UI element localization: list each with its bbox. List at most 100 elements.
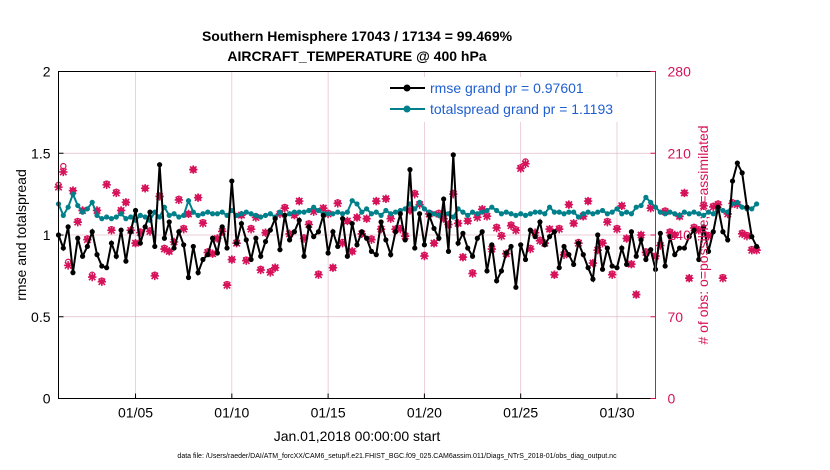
obs-possible-point bbox=[194, 194, 202, 201]
totalspread-point bbox=[70, 191, 76, 197]
obs-assimilated-point bbox=[607, 270, 617, 279]
totalspread-point bbox=[243, 209, 249, 215]
obs-assimilated-point bbox=[742, 231, 752, 241]
rmse-point bbox=[715, 204, 721, 210]
rmse-point bbox=[710, 229, 716, 235]
obs-possible-point bbox=[141, 185, 149, 192]
totalspread-point bbox=[128, 214, 134, 220]
rmse-point bbox=[518, 242, 524, 248]
obs-assimilated-point bbox=[747, 245, 756, 255]
rmse-point bbox=[397, 211, 403, 217]
obs-assimilated-point bbox=[588, 258, 598, 268]
rmse-point bbox=[325, 250, 331, 256]
rmse-point bbox=[619, 245, 625, 251]
rmse-point bbox=[696, 256, 702, 263]
totalspread-point bbox=[595, 209, 601, 215]
obs-assimilated-point bbox=[583, 196, 593, 206]
obs-assimilated-point bbox=[458, 252, 468, 262]
obs-possible-point bbox=[671, 231, 678, 239]
rmse-point bbox=[243, 237, 249, 243]
rmse-point bbox=[238, 220, 245, 227]
obs-assimilated-point bbox=[83, 235, 92, 244]
obs-assimilated-point bbox=[477, 205, 487, 214]
rmse-point bbox=[614, 265, 620, 271]
rmse-point bbox=[84, 243, 90, 250]
obs-possible-point bbox=[151, 271, 158, 278]
totalspread-point bbox=[89, 199, 95, 205]
obs-assimilated-point bbox=[641, 248, 651, 257]
obs-assimilated-point bbox=[622, 234, 631, 243]
y2-tick-label: 70 bbox=[668, 309, 684, 325]
obs-assimilated-point bbox=[174, 195, 184, 205]
obs-possible-point bbox=[556, 224, 563, 232]
rmse-point bbox=[542, 242, 548, 248]
obs-assimilated-point bbox=[545, 224, 554, 234]
totalspread-point bbox=[518, 211, 524, 217]
obs-possible-point bbox=[546, 225, 553, 233]
totalspread-point bbox=[75, 202, 81, 209]
rmse-point bbox=[248, 256, 254, 263]
totalspread-point bbox=[676, 212, 683, 218]
obs-assimilated-point bbox=[242, 256, 251, 265]
totalspread-point bbox=[84, 206, 90, 212]
rmse-point bbox=[368, 248, 375, 254]
rmse-point bbox=[388, 252, 394, 258]
totalspread-point bbox=[238, 211, 245, 217]
rmse-point bbox=[546, 234, 553, 240]
obs-assimilated-point bbox=[680, 188, 689, 198]
rmse-point bbox=[657, 230, 663, 236]
rmse-point bbox=[643, 256, 649, 263]
obs-assimilated-point bbox=[328, 263, 338, 272]
rmse-point bbox=[108, 240, 115, 246]
obs-assimilated-point bbox=[208, 249, 217, 258]
rmse-point bbox=[354, 242, 360, 248]
totalspread-point bbox=[378, 212, 384, 218]
obs-possible-point bbox=[498, 231, 505, 239]
totalspread-point bbox=[383, 207, 389, 214]
grid bbox=[58, 71, 656, 399]
totalspread-point bbox=[412, 206, 418, 212]
rmse-point bbox=[676, 245, 683, 251]
obs-assimilated-point bbox=[140, 184, 150, 193]
obs-assimilated-point bbox=[347, 247, 357, 256]
obs-assimilated-point bbox=[709, 202, 718, 212]
obs-possible-point bbox=[267, 268, 274, 275]
obs-assimilated-point bbox=[699, 201, 708, 211]
totalspread-point bbox=[108, 216, 115, 222]
obs-assimilated-point bbox=[299, 234, 309, 243]
obs-possible-point bbox=[517, 164, 524, 171]
totalspread-point bbox=[176, 214, 182, 220]
rmse-point bbox=[633, 253, 639, 259]
obs-assimilated-point bbox=[530, 228, 540, 237]
obs-possible-point bbox=[493, 223, 500, 231]
rmse-point bbox=[335, 243, 341, 250]
y2-tick-label: 140 bbox=[668, 227, 692, 243]
totalspread-point bbox=[450, 214, 456, 220]
rmse-point bbox=[75, 235, 81, 241]
obs-possible-point bbox=[584, 197, 592, 205]
totalspread-point bbox=[609, 209, 615, 215]
rmse-point bbox=[720, 229, 726, 235]
totalspread-point bbox=[705, 209, 712, 215]
obs-possible-point bbox=[103, 180, 110, 187]
totalspread-point bbox=[667, 209, 673, 215]
obs-possible-point bbox=[281, 203, 288, 211]
obs-possible-point bbox=[122, 199, 130, 206]
x-tick-label: 01/15 bbox=[311, 405, 346, 421]
obs-assimilated-point bbox=[555, 224, 564, 234]
totalspread-point bbox=[359, 209, 365, 215]
obs-possible-point bbox=[536, 236, 544, 243]
obs-possible-point bbox=[175, 195, 183, 202]
obs-assimilated-point bbox=[68, 186, 78, 195]
totalspread-point bbox=[181, 212, 187, 218]
obs-assimilated-point bbox=[473, 213, 482, 222]
x-tick-label: 01/20 bbox=[407, 405, 442, 421]
rmse-point bbox=[277, 247, 283, 253]
totalspread-point bbox=[118, 211, 124, 217]
obs-assimilated-point bbox=[227, 255, 237, 264]
totalspread-point bbox=[484, 207, 490, 214]
totalspread-point bbox=[65, 204, 71, 210]
rmse-point bbox=[571, 261, 577, 268]
totalspread-point bbox=[291, 209, 298, 215]
